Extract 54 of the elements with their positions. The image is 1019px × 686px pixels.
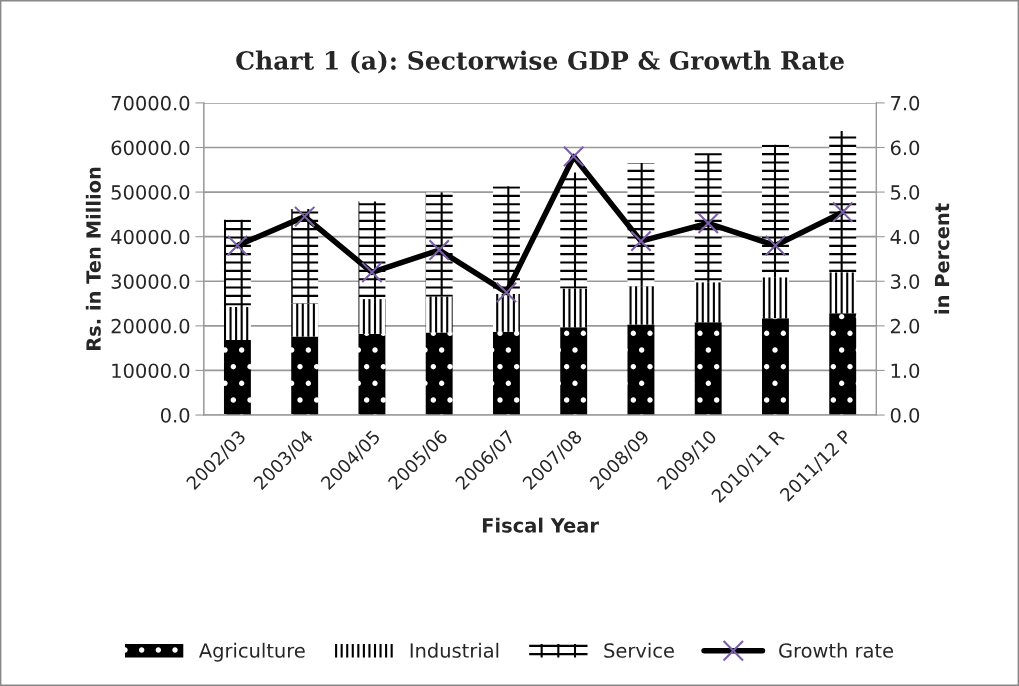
y2-tick-label: 4.0 <box>890 229 920 245</box>
bar <box>425 332 453 416</box>
bar <box>762 277 789 319</box>
y2-tick-label: 0.0 <box>890 407 920 423</box>
bar <box>291 336 319 416</box>
bar <box>223 340 251 416</box>
bar <box>425 296 453 333</box>
y2-tick-label: 6.0 <box>890 140 920 156</box>
y2-tick-label: 3.0 <box>891 274 920 289</box>
bar <box>358 201 386 300</box>
y-tick-label: 60000.0 <box>111 140 190 156</box>
bar <box>492 186 520 294</box>
bar <box>291 303 319 337</box>
bar <box>291 209 319 304</box>
bar <box>560 288 588 328</box>
bar <box>223 219 251 307</box>
bar <box>627 163 655 287</box>
bar <box>560 172 588 289</box>
y2-tick-label: 2.0 <box>890 318 920 334</box>
bar <box>492 293 520 332</box>
chart-title: Chart 1 (a): Sectorwise GDP & Growth Rate <box>236 50 844 74</box>
y-tick-label: 70000.0 <box>111 95 190 111</box>
bar <box>829 130 857 273</box>
bar <box>358 333 386 416</box>
y-axis-title: Rs. in Ten Million <box>85 167 101 351</box>
bar <box>223 306 251 341</box>
legend-label: Industrial <box>410 642 499 658</box>
bar <box>627 324 655 416</box>
bar <box>694 322 722 416</box>
y2-axis-title: in Percent <box>934 203 950 314</box>
y-tick-label: 0.0 <box>160 407 190 423</box>
legend-label: Agriculture <box>199 642 305 662</box>
y2-tick-label: 1.0 <box>891 363 920 379</box>
legend-label: Growth rate <box>779 642 894 658</box>
bar <box>762 318 789 416</box>
y2-tick-label: 7.0 <box>891 95 920 111</box>
bar <box>829 313 857 416</box>
y-tick-label: 20000.0 <box>111 318 190 334</box>
bar <box>425 192 453 297</box>
bar <box>694 282 722 323</box>
legend-label: Service <box>604 642 674 658</box>
x-axis-title: Fiscal Year <box>482 517 599 533</box>
y-tick-label: 30000.0 <box>111 274 190 289</box>
bar <box>829 272 857 314</box>
y-tick-label: 50000.0 <box>111 185 190 200</box>
bar <box>560 327 588 416</box>
bar <box>492 331 520 416</box>
bar <box>694 153 722 283</box>
y-tick-label: 40000.0 <box>111 229 190 245</box>
bar <box>358 299 386 334</box>
y2-tick-label: 5.0 <box>891 185 920 200</box>
y-tick-label: 10000.0 <box>112 363 190 379</box>
bar <box>762 144 789 278</box>
bar <box>627 286 655 325</box>
